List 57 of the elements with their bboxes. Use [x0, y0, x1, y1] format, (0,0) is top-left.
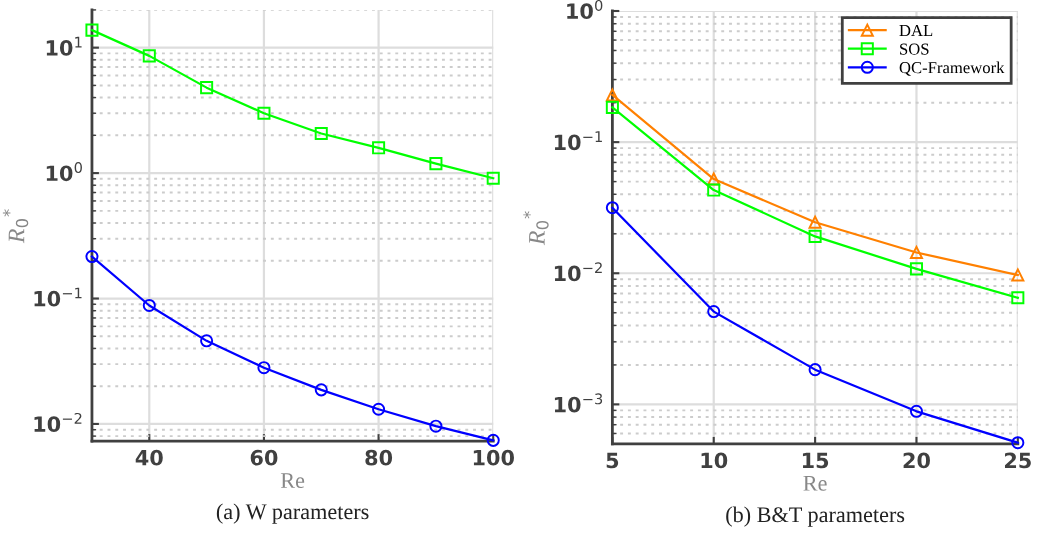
- point: [909, 245, 923, 260]
- y-tick-label: 10$^{−1}$: [34, 287, 82, 307]
- point: [707, 183, 721, 197]
- point: [605, 88, 619, 102]
- x-tick-label: 40: [135, 449, 163, 466]
- x-tick-label: 5: [606, 452, 619, 469]
- x-axis-title: Re: [280, 473, 305, 489]
- point: [605, 100, 619, 114]
- point: [808, 229, 822, 243]
- point: [372, 402, 386, 416]
- point: [429, 419, 443, 433]
- y-axis-title: R$_{0}$$^{*}$: [523, 211, 549, 246]
- x-axis-title: Re: [803, 475, 827, 491]
- x-tick-label: 10: [701, 452, 728, 469]
- point: [486, 171, 500, 185]
- text: (a) W parameters: [216, 503, 369, 524]
- point: [85, 23, 99, 37]
- y-tick-label: 10$^{−1}$: [554, 131, 602, 151]
- point: [314, 383, 328, 397]
- y-axis-title: R$_{0}$$^{*}$: [2, 209, 29, 244]
- point: [1011, 291, 1025, 305]
- point: [142, 298, 156, 313]
- point: [314, 126, 328, 140]
- y-tick-label: 10$^{0}$: [567, 0, 603, 20]
- x-tick-label: 15: [802, 452, 829, 469]
- y-tick-label: 10$^{−2}$: [554, 262, 602, 282]
- point: [909, 404, 923, 418]
- point: [486, 433, 500, 447]
- y-tick-label: 10$^{1}$: [46, 36, 82, 56]
- y-tick-label: 10$^{−2}$: [34, 412, 82, 433]
- point: [142, 49, 156, 63]
- x-tick-label: 80: [365, 449, 393, 466]
- x-tick-label: 20: [903, 452, 930, 469]
- text: (b) B&T parameters: [726, 506, 905, 527]
- point: [257, 106, 271, 120]
- point: [808, 215, 822, 229]
- point: [605, 201, 619, 215]
- point: [909, 262, 923, 276]
- point: [372, 141, 386, 155]
- point: [200, 81, 214, 95]
- legend-label: QC-Framework: [899, 61, 1005, 76]
- point: [85, 250, 99, 264]
- point: [808, 363, 822, 377]
- x-tick-label: 25: [1004, 452, 1031, 469]
- point: [1011, 268, 1025, 282]
- y-tick-label: 10$^{−3}$: [554, 393, 603, 413]
- point: [200, 334, 214, 348]
- y-tick-label: 10$^{0}$: [46, 162, 82, 182]
- point: [707, 172, 721, 186]
- point: [257, 361, 271, 375]
- x-tick-label: 60: [250, 449, 278, 466]
- x-tick-label: 100: [473, 449, 514, 466]
- legend-label: SOS: [900, 43, 929, 55]
- point: [429, 157, 443, 171]
- legend-label: DAL: [899, 25, 933, 37]
- point: [707, 305, 721, 319]
- point: [1011, 436, 1025, 450]
